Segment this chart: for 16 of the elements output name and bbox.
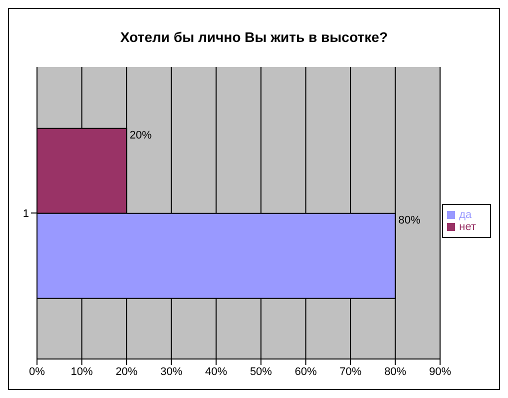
x-tick-label: 90% [429,366,452,378]
x-tick-label: 20% [116,366,138,378]
y-tick-label: 1 [22,208,29,220]
x-tick-label: 50% [250,366,272,378]
legend-label: нет [459,221,476,233]
chart-title: Хотели бы лично Вы жить в высотке? [119,29,389,47]
data-label: 20% [130,129,152,142]
data-label: 80% [398,214,421,226]
x-tick-label: 40% [205,366,228,378]
x-tick-label: 60% [294,366,317,378]
x-tick-label: 80% [384,366,407,378]
x-tick-label: 10% [70,366,94,378]
x-tick-label: 30% [160,366,183,378]
x-tick-label: 70% [340,366,362,378]
legend-label: да [459,209,472,221]
x-tick-label: 0% [29,366,46,378]
